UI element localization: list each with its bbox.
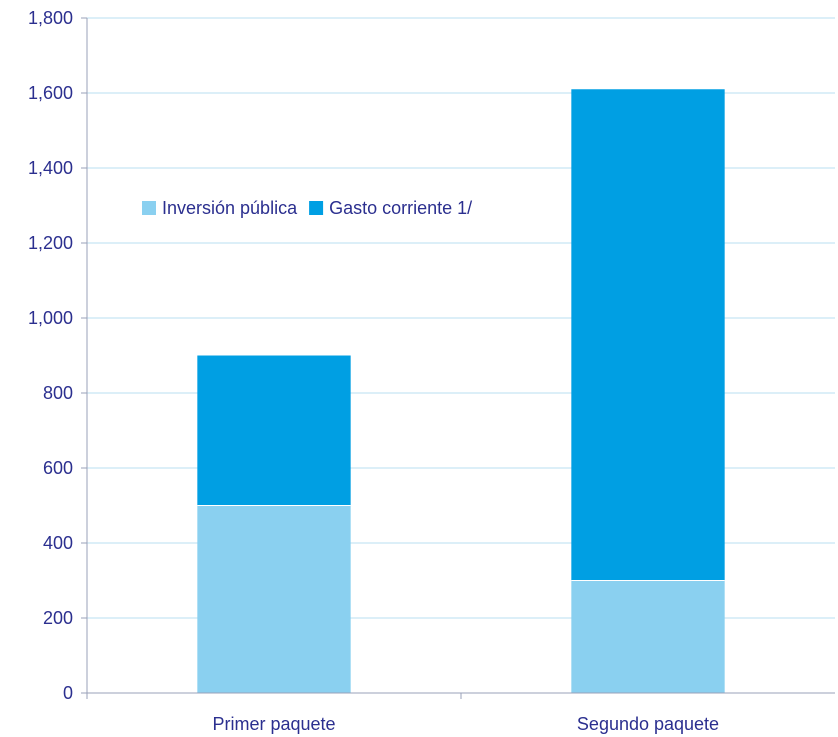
bar-segment-inversion-publica: [197, 505, 351, 693]
y-tick-label: 600: [43, 458, 73, 478]
x-category-label: Segundo paquete: [577, 714, 719, 734]
x-category-label: Primer paquete: [212, 714, 335, 734]
y-tick-label: 1,400: [28, 158, 73, 178]
y-tick-label: 200: [43, 608, 73, 628]
bar-segment-gasto-corriente: [197, 355, 351, 506]
bar-segment-gasto-corriente: [571, 89, 725, 581]
y-tick-label: 1,600: [28, 83, 73, 103]
y-tick-label: 1,000: [28, 308, 73, 328]
legend-swatch: [309, 201, 324, 215]
y-tick-label: 800: [43, 383, 73, 403]
legend: Inversión pública Gasto corriente 1/: [142, 198, 472, 218]
legend-label: Gasto corriente 1/: [329, 198, 472, 218]
y-tick-label: 400: [43, 533, 73, 553]
bar-segment-inversion-publica: [571, 580, 725, 693]
x-category-labels: Primer paquete Segundo paquete: [212, 714, 719, 734]
y-tick-labels: 0 200 400 600 800 1,000 1,200 1,400 1,600 1,800: [28, 8, 73, 703]
legend-swatch: [142, 201, 156, 215]
legend-label: Inversión pública: [162, 198, 298, 218]
axes: [81, 17, 835, 699]
bars: [197, 89, 725, 693]
y-tick-label: 0: [63, 683, 73, 703]
y-tick-label: 1,800: [28, 8, 73, 28]
y-tick-label: 1,200: [28, 233, 73, 253]
